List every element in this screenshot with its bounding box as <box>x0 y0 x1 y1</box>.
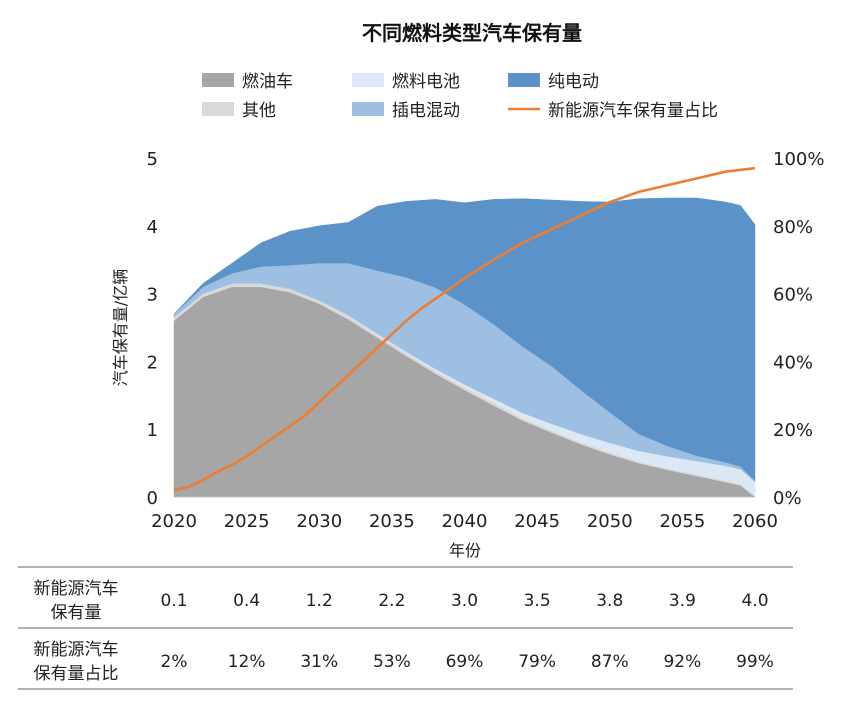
table-cell: 79% <box>518 652 556 672</box>
table-cell: 0.1 <box>160 591 187 611</box>
table-cell: 12% <box>228 652 266 672</box>
table-cell: 31% <box>300 652 338 672</box>
table-cell: 1.2 <box>306 591 333 611</box>
legend-label: 插电混动 <box>392 101 460 121</box>
y-tick-label: 1 <box>147 420 158 441</box>
legend-item-1: 燃料电池 <box>352 72 460 92</box>
legend-item-3: 其他 <box>202 101 276 121</box>
y-tick-label: 2 <box>147 352 158 373</box>
y-tick-label: 0 <box>147 488 158 509</box>
legend-item-2: 纯电动 <box>508 72 599 92</box>
area-series-4 <box>173 197 756 482</box>
table-cell: 92% <box>663 652 701 672</box>
legend-swatch <box>508 73 540 87</box>
table-cell: 69% <box>446 652 484 672</box>
table-cell: 87% <box>591 652 629 672</box>
legend-label: 燃料电池 <box>392 72 460 92</box>
y2-tick-label: 80% <box>773 217 813 238</box>
legend-label: 纯电动 <box>548 72 599 92</box>
table-cell: 4.0 <box>741 591 768 611</box>
legend-swatch <box>202 73 234 87</box>
x-tick-label: 2060 <box>732 511 778 532</box>
y2-tick-label: 20% <box>773 420 813 441</box>
x-tick-label: 2040 <box>442 511 488 532</box>
table-row: 新能源汽车保有量占比 2% 12% 31% 53% 69% 79% 87% 92% 99% <box>34 640 774 684</box>
legend-label: 燃油车 <box>242 72 293 92</box>
x-axis-title: 年份 <box>449 541 481 560</box>
legend-swatch <box>202 102 234 116</box>
x-tick-label: 2050 <box>587 511 633 532</box>
table-cell: 2% <box>161 652 188 672</box>
x-tick-label: 2055 <box>659 511 705 532</box>
table-cell: 3.0 <box>451 591 478 611</box>
legend-swatch <box>352 73 384 87</box>
row-label-line: 新能源汽车 <box>34 579 119 599</box>
y2-tick-label: 60% <box>773 285 813 306</box>
table-cell: 2.2 <box>378 591 405 611</box>
row-label-line: 保有量占比 <box>34 664 119 684</box>
chart-axes: 2020 2025 2030 2035 2040 2045 2050 2055 2060 0 1 2 3… <box>147 149 825 532</box>
legend-swatch <box>352 102 384 116</box>
chart-title: 不同燃料类型汽车保有量 <box>362 21 582 45</box>
x-tick-label: 2035 <box>369 511 415 532</box>
legend-item-4: 插电混动 <box>352 101 460 121</box>
row-label-line: 新能源汽车 <box>34 640 119 660</box>
row-label-line: 保有量 <box>51 603 102 623</box>
stacked-areas <box>173 197 756 498</box>
x-tick-label: 2030 <box>296 511 342 532</box>
x-tick-label: 2045 <box>514 511 560 532</box>
y2-tick-label: 100% <box>773 149 824 170</box>
table-cell: 99% <box>736 652 774 672</box>
y-tick-label: 5 <box>147 149 158 170</box>
table-cell: 3.8 <box>596 591 623 611</box>
y-axis-title: 汽车保有量/亿辆 <box>111 269 130 386</box>
legend-label: 其他 <box>242 101 276 121</box>
table-cell: 3.5 <box>524 591 551 611</box>
y-tick-label: 4 <box>147 217 158 238</box>
table-cell: 53% <box>373 652 411 672</box>
share-line-layer <box>173 166 756 492</box>
table-cell: 0.4 <box>233 591 260 611</box>
table-cell: 3.9 <box>669 591 696 611</box>
y-tick-label: 3 <box>147 285 158 306</box>
x-tick-label: 2025 <box>224 511 270 532</box>
y2-tick-label: 0% <box>773 488 802 509</box>
legend-item-0: 燃油车 <box>202 72 293 92</box>
legend-label: 新能源汽车保有量占比 <box>548 101 718 121</box>
x-tick-label: 2020 <box>151 511 197 532</box>
y2-tick-label: 40% <box>773 352 813 373</box>
table-row: 新能源汽车保有量 0.1 0.4 1.2 2.2 3.0 3.5 3.8 3.9 4.0 <box>34 579 769 623</box>
share-line <box>173 166 756 492</box>
legend-item-5: 新能源汽车保有量占比 <box>508 101 718 121</box>
